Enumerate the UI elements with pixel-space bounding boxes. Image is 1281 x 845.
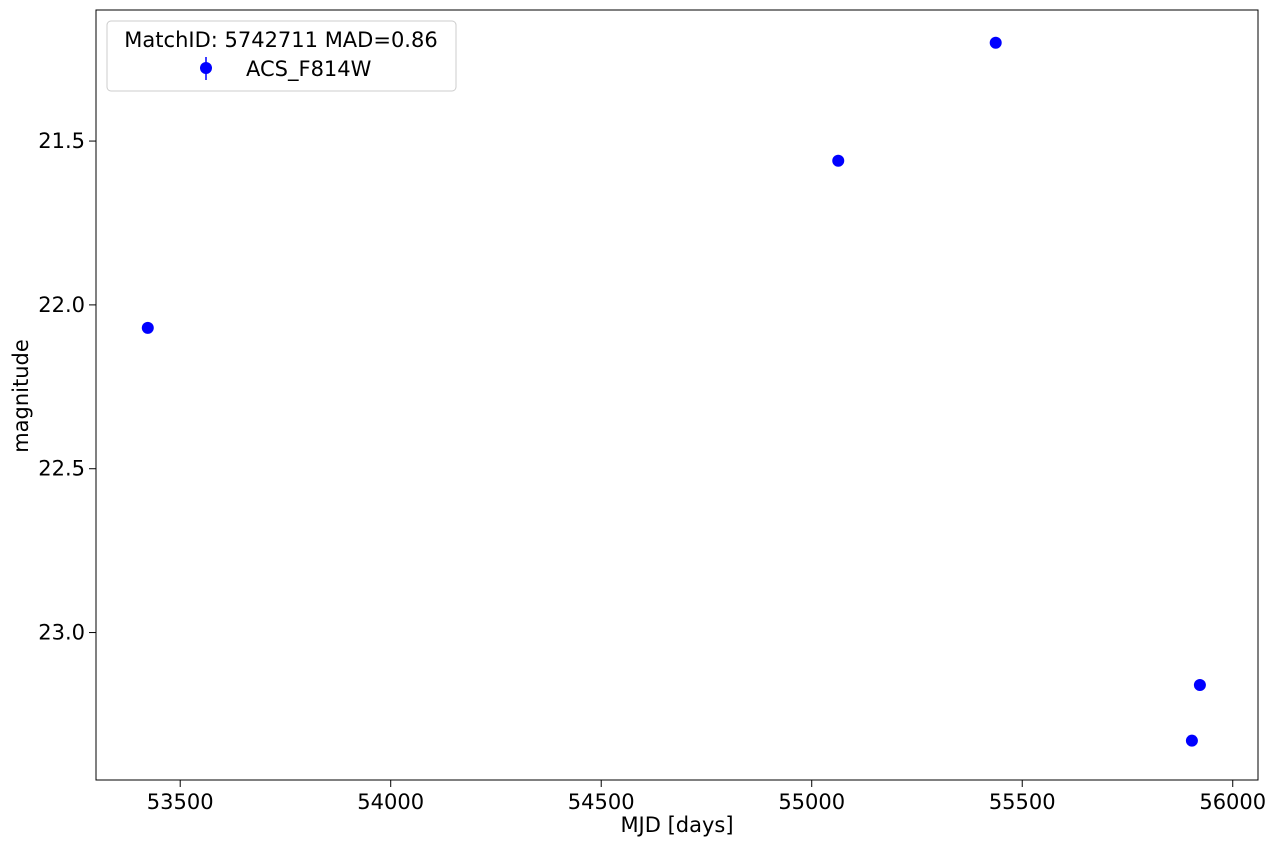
x-tick-label: 55000 [778,790,845,814]
x-axis-label: MJD [days] [620,813,733,837]
x-tick-label: 54000 [357,790,424,814]
data-point [989,36,1002,49]
data-point [832,154,845,167]
x-tick-label: 55500 [989,790,1056,814]
x-axis-ticks: 53500 54000 54500 55000 55500 56000 [147,780,1266,814]
x-tick-label: 53500 [147,790,214,814]
series-acs-f814w [141,36,1206,747]
legend-title: MatchID: 5742711 MAD=0.86 [124,28,437,52]
legend-box [106,20,457,92]
y-tick-label: 21.5 [38,129,85,153]
y-axis-label: magnitude [9,339,33,453]
axes-frame [95,9,1259,781]
y-axis-ticks: 21.5 22.0 22.5 23.0 [38,129,96,645]
x-tick-label: 56000 [1199,790,1266,814]
legend: MatchID: 5742711 MAD=0.86 ACS_F814W [106,20,457,92]
legend-entry-label: ACS_F814W [246,57,372,82]
data-point [1185,734,1198,747]
data-point [141,321,154,334]
y-tick-label: 22.0 [38,293,85,317]
y-tick-label: 23.0 [38,621,85,645]
x-tick-label: 54500 [568,790,635,814]
y-tick-label: 22.5 [38,457,85,481]
data-point [1193,678,1206,691]
plot-area: 53500 54000 54500 55000 55500 56000 21.522.02… [38,9,1266,814]
legend-marker [200,62,212,74]
